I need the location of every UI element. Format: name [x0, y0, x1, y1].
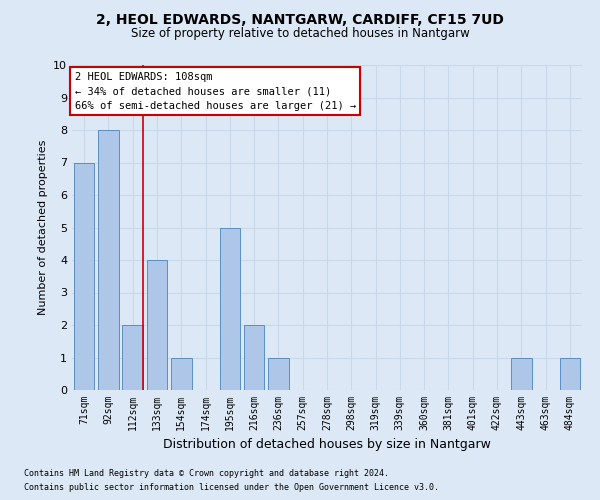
Text: Contains HM Land Registry data © Crown copyright and database right 2024.: Contains HM Land Registry data © Crown c… [24, 468, 389, 477]
Y-axis label: Number of detached properties: Number of detached properties [38, 140, 47, 315]
Bar [146, 260, 167, 390]
Bar [244, 325, 265, 390]
Bar [98, 130, 119, 390]
Bar [268, 358, 289, 390]
X-axis label: Distribution of detached houses by size in Nantgarw: Distribution of detached houses by size … [163, 438, 491, 452]
Text: 2, HEOL EDWARDS, NANTGARW, CARDIFF, CF15 7UD: 2, HEOL EDWARDS, NANTGARW, CARDIFF, CF15… [96, 12, 504, 26]
Text: Size of property relative to detached houses in Nantgarw: Size of property relative to detached ho… [131, 28, 469, 40]
Bar [511, 358, 532, 390]
Text: 2 HEOL EDWARDS: 108sqm
← 34% of detached houses are smaller (11)
66% of semi-det: 2 HEOL EDWARDS: 108sqm ← 34% of detached… [74, 72, 356, 111]
Bar [74, 162, 94, 390]
Bar [122, 325, 143, 390]
Bar [560, 358, 580, 390]
Text: Contains public sector information licensed under the Open Government Licence v3: Contains public sector information licen… [24, 484, 439, 492]
Bar [171, 358, 191, 390]
Bar [220, 228, 240, 390]
